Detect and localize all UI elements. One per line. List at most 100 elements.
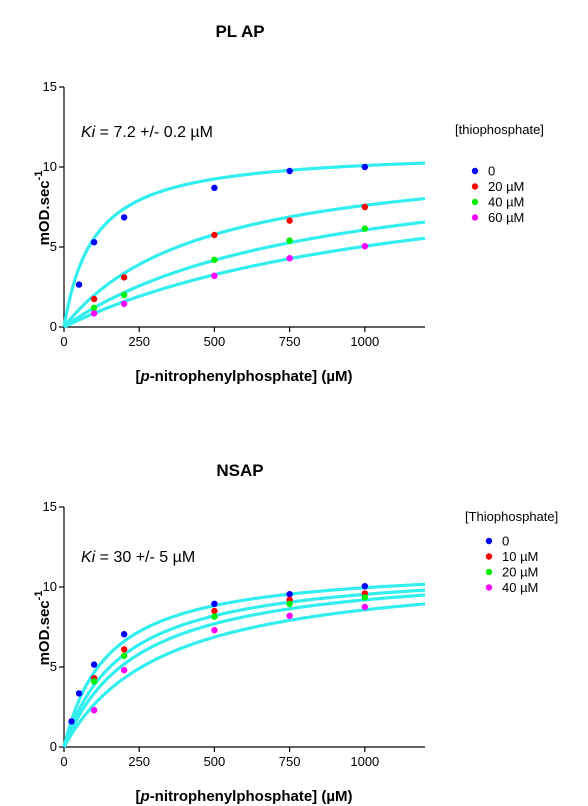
data-points	[75, 163, 369, 317]
y-tick-label: 5	[50, 239, 57, 254]
data-point	[286, 237, 293, 244]
y-tick-label: 0	[50, 739, 57, 754]
data-point	[286, 612, 293, 619]
svg-text:mOD.sec-1: mOD.sec-1	[33, 591, 53, 666]
x-tick-label: 250	[128, 754, 150, 769]
data-point	[361, 203, 369, 211]
y-tick-label: 5	[50, 659, 57, 674]
x-axis-label-rest: -nitrophenylphosphate] (µM)	[150, 788, 353, 805]
data-point	[90, 707, 98, 714]
data-point	[211, 607, 218, 615]
data-point	[211, 613, 218, 620]
x-tick-label: 750	[279, 754, 301, 769]
x-axis-label: [p-nitrophenylphosphate] (µM)	[136, 368, 353, 385]
fit-curve-40M	[63, 220, 426, 329]
x-tick-label: 0	[60, 754, 67, 769]
data-point	[90, 678, 98, 685]
legend-title: [Thiophosphate]	[465, 509, 558, 524]
x-axis-label-rest: -nitrophenylphosphate] (µM)	[150, 368, 353, 385]
axes: 0 5 10 15 0 250 500 750 1000	[43, 499, 425, 769]
legend-marker	[485, 584, 493, 591]
data-point	[120, 274, 128, 281]
legend-marker	[471, 198, 479, 206]
data-point	[211, 256, 218, 263]
data-point	[211, 272, 218, 279]
y-axis-label-main: mOD.sec	[36, 600, 53, 665]
data-point	[361, 603, 369, 611]
data-point	[75, 281, 83, 288]
legend-marker	[485, 537, 493, 545]
fit-curves	[62, 582, 426, 748]
x-tick-label: 500	[204, 754, 226, 769]
data-point	[361, 594, 369, 601]
data-points	[68, 583, 369, 725]
data-point	[90, 661, 98, 668]
chart-title: NSAP	[216, 461, 263, 480]
data-point	[90, 239, 98, 246]
x-tick-label: 750	[279, 334, 301, 349]
data-point	[211, 184, 218, 191]
data-point	[211, 600, 218, 607]
y-tick-label: 10	[43, 159, 57, 174]
x-axis-label-open: [	[136, 788, 141, 805]
y-axis-label-main: mOD.sec	[36, 180, 53, 245]
data-point	[361, 243, 369, 250]
data-point	[120, 214, 128, 221]
data-point	[120, 652, 128, 659]
data-point	[120, 300, 128, 307]
data-point	[286, 217, 293, 224]
data-point	[211, 231, 218, 239]
data-point	[75, 690, 83, 697]
data-point	[90, 304, 98, 311]
legend-label: 20 µM	[488, 179, 524, 194]
data-point	[361, 583, 369, 590]
data-point	[286, 255, 293, 262]
legend-label: 0	[488, 164, 495, 179]
data-point	[286, 600, 293, 607]
x-tick-label: 1000	[350, 334, 379, 349]
legend-label: 40 µM	[502, 580, 538, 595]
legend-label: 0	[502, 534, 509, 549]
data-point	[120, 667, 128, 674]
legend-marker	[471, 167, 479, 175]
svg-text:mOD.sec-1: mOD.sec-1	[33, 171, 53, 246]
data-point	[361, 225, 369, 232]
fit-curve-40M	[62, 602, 426, 748]
fit-curves	[62, 161, 426, 329]
y-axis-label: mOD.sec-1	[33, 591, 53, 666]
legend-label: 40 µM	[488, 195, 524, 210]
chart-title: PL AP	[215, 22, 264, 41]
y-tick-label: 10	[43, 579, 57, 594]
y-axis-label: mOD.sec-1	[33, 171, 53, 246]
legend-label: 60 µM	[488, 210, 524, 225]
x-tick-label: 250	[128, 334, 150, 349]
x-tick-label: 1000	[350, 754, 379, 769]
ki-annotation: Ki = 30 +/- 5 µM	[81, 549, 195, 566]
ki-value: = 7.2 +/- 0.2 µM	[95, 124, 213, 141]
x-axis-label-italic: p	[140, 788, 150, 805]
legend-marker	[485, 568, 493, 576]
data-point	[286, 591, 293, 598]
legend-label: 20 µM	[502, 565, 538, 580]
y-tick-label: 15	[43, 79, 57, 94]
data-point	[120, 631, 128, 638]
data-point	[120, 291, 128, 299]
ki-symbol: Ki	[81, 124, 96, 141]
x-axis-label-italic: p	[140, 368, 150, 385]
ki-annotation: Ki = 7.2 +/- 0.2 µM	[81, 124, 213, 141]
data-point	[211, 627, 218, 634]
y-axis-label-superscript: -1	[33, 591, 45, 601]
x-axis-label: [p-nitrophenylphosphate] (µM)	[136, 788, 353, 805]
fit-curve-20M	[62, 197, 426, 328]
ki-symbol: Ki	[81, 549, 96, 566]
legend-title: [thiophosphate]	[455, 122, 544, 137]
data-point	[361, 163, 369, 171]
x-axis-label-open: [	[136, 368, 141, 385]
fit-curve-20M	[62, 593, 426, 748]
data-point	[120, 646, 128, 653]
y-tick-label: 0	[50, 319, 57, 334]
x-tick-label: 500	[204, 334, 226, 349]
chart-pl-ap: PL AP mOD.sec-1 [p-nitrophenylphosphate]…	[33, 22, 544, 385]
